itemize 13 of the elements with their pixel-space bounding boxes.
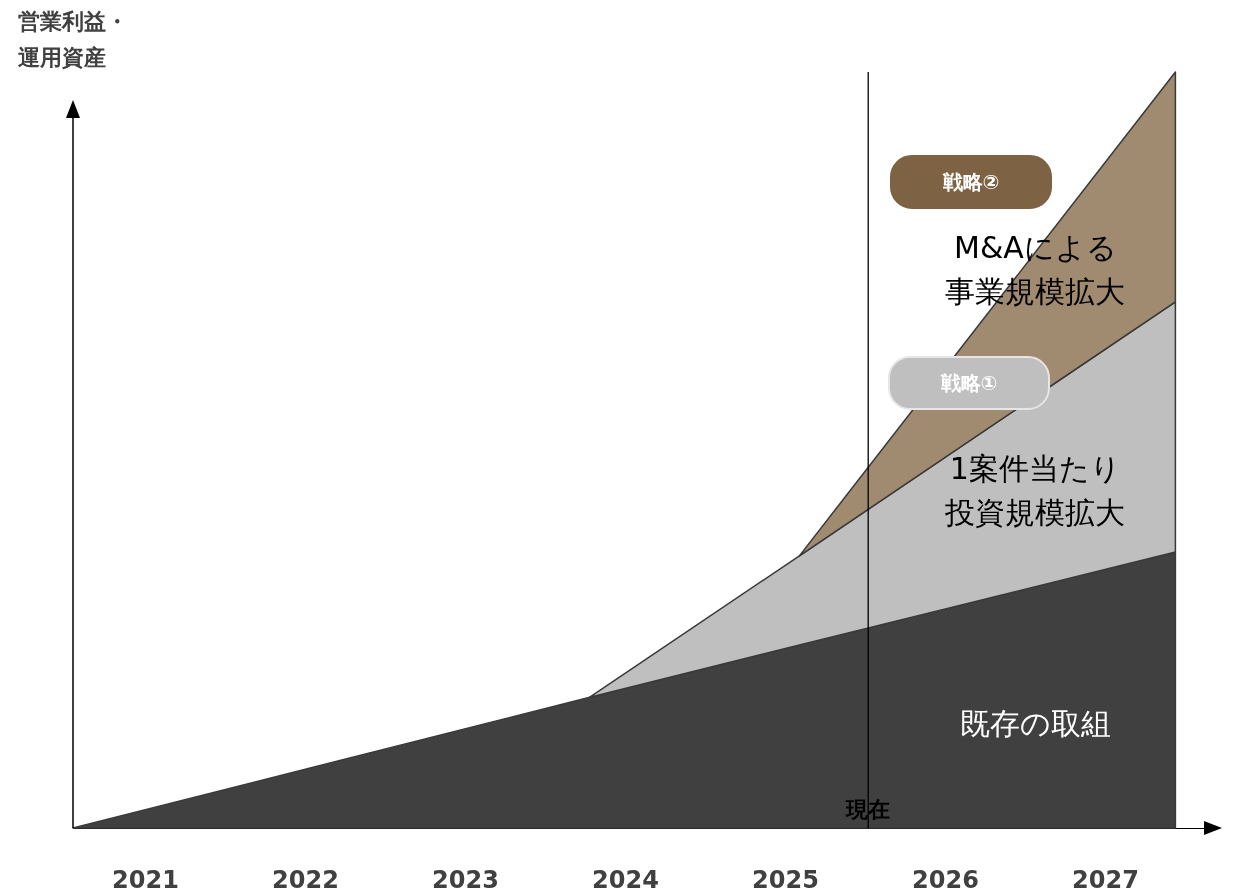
x-tick-label: 2025 <box>752 865 819 892</box>
series-label: 1案件当たり投資規模拡大 <box>944 450 1126 530</box>
x-tick-label: 2026 <box>912 865 979 892</box>
x-tick-label: 2023 <box>432 865 499 892</box>
x-tick-label: 2024 <box>592 865 659 892</box>
ref-line-label: 現在 <box>845 797 891 822</box>
x-tick-label: 2027 <box>1072 865 1139 892</box>
pill-badge: 戦略① <box>888 356 1050 410</box>
x-tick-label: 2021 <box>112 865 179 892</box>
x-tick-label: 2022 <box>272 865 339 892</box>
pill-badge: 戦略② <box>890 155 1052 209</box>
series-label: 既存の取組 <box>959 706 1111 742</box>
y-axis-title: 営業利益・運用資産 <box>18 8 129 72</box>
